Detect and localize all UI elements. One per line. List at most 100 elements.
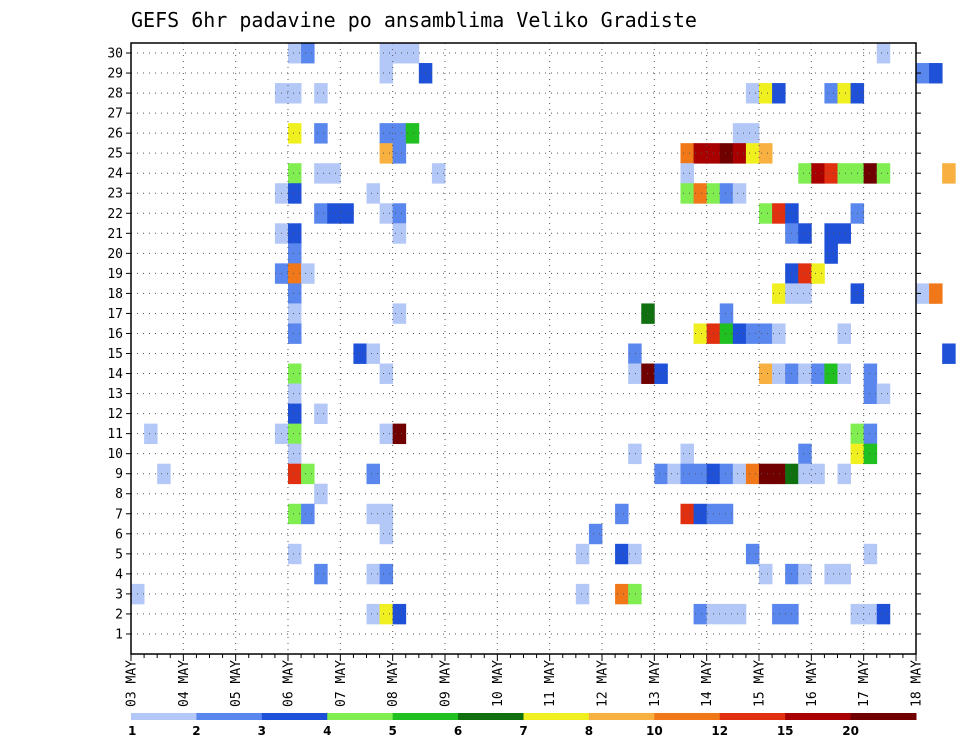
heatmap-cell xyxy=(824,563,838,585)
colorbar-legend: 1 2 3 4 5 6 7 8 10 12 15 20 xyxy=(128,713,917,738)
heatmap-cell xyxy=(693,603,708,625)
heatmap-cell xyxy=(680,183,694,204)
colorbar-segment xyxy=(523,713,590,720)
heatmap-cell xyxy=(301,503,315,525)
heatmap-cell xyxy=(863,363,878,384)
heatmap-cell xyxy=(379,123,394,144)
heatmap-cell xyxy=(392,223,407,244)
heatmap-cell xyxy=(379,143,394,164)
heatmap-cell xyxy=(837,223,851,244)
colorbar-tick-label: 6 xyxy=(454,724,462,738)
heatmap-cell xyxy=(288,123,302,144)
heatmap-cell xyxy=(693,323,708,344)
heatmap-cell xyxy=(301,43,315,64)
heatmap-cell xyxy=(759,143,773,164)
heatmap-cell xyxy=(288,303,302,324)
y-tick-label: 30 xyxy=(107,47,123,62)
colorbar-tick-label: 1 xyxy=(128,724,136,738)
heatmap-cell xyxy=(693,503,708,525)
heatmap-cell xyxy=(392,43,407,64)
x-tick-label: 16 MAY xyxy=(805,660,820,707)
heatmap-cell xyxy=(916,63,930,84)
heatmap-cell xyxy=(327,163,341,184)
grid-lines xyxy=(131,43,916,654)
heatmap-cell xyxy=(732,143,747,164)
x-tick-label: 05 MAY xyxy=(229,660,244,707)
heatmap-cell xyxy=(798,223,812,244)
heatmap-cell xyxy=(759,563,773,585)
y-tick-label: 3 xyxy=(115,587,123,602)
heatmap-cell xyxy=(824,363,838,384)
heatmap-cell xyxy=(863,423,878,445)
heatmap-cell xyxy=(837,463,851,485)
heatmap-cell xyxy=(628,363,642,384)
heatmap-cell xyxy=(366,463,380,485)
heatmap-cell xyxy=(798,283,812,304)
heatmap-cell xyxy=(379,563,394,585)
y-tick-label: 17 xyxy=(107,307,123,322)
heatmap-cell xyxy=(798,463,812,485)
y-tick-label: 9 xyxy=(115,467,123,482)
heatmap-cell xyxy=(366,503,380,525)
heatmap-cell xyxy=(314,163,328,184)
x-tick-label: 06 MAY xyxy=(282,660,297,707)
heatmap-cell xyxy=(301,263,315,284)
heatmap-cell xyxy=(288,323,302,344)
heatmap-cell xyxy=(745,463,760,485)
heatmap-cell xyxy=(314,403,328,425)
heatmap-cell xyxy=(288,223,302,244)
heatmap-cell xyxy=(772,283,786,304)
heatmap-cell xyxy=(876,603,891,625)
heatmap-cell xyxy=(732,323,747,344)
heatmap-cell xyxy=(405,43,420,64)
y-tick-label: 4 xyxy=(115,567,123,582)
heatmap-cell xyxy=(811,163,825,184)
heatmap-cell xyxy=(628,443,642,465)
x-tick-label: 13 MAY xyxy=(648,660,663,707)
heatmap-cell xyxy=(680,463,694,485)
heatmap-cell xyxy=(942,343,956,364)
heatmap-cell xyxy=(314,123,328,144)
heatmap-cell xyxy=(654,463,668,485)
heatmap-cell xyxy=(798,363,812,384)
colorbar-tick-label: 2 xyxy=(192,724,200,738)
y-tick-label: 28 xyxy=(107,87,123,102)
y-tick-label: 19 xyxy=(107,267,123,282)
heatmap-cell xyxy=(837,563,851,585)
colorbar-segment xyxy=(785,713,852,720)
heatmap-cell xyxy=(929,283,943,304)
x-tick-label: 09 MAY xyxy=(439,660,454,707)
heatmap-cell xyxy=(759,83,773,104)
heatmap-cell xyxy=(288,283,302,304)
colorbar-tick-label: 10 xyxy=(646,724,663,738)
x-tick-label: 18 MAY xyxy=(910,660,925,707)
heatmap-cell xyxy=(575,583,590,605)
heatmap-cell xyxy=(837,83,851,104)
heatmap-cell xyxy=(680,503,694,525)
heatmap-cells xyxy=(131,43,956,625)
x-tick-label: 07 MAY xyxy=(334,660,349,707)
heatmap-cell xyxy=(798,563,812,585)
x-axis: 03 MAY 04 MAY 05 MAY 06 MAY 07 MAY 08 MAY 09 M… xyxy=(125,654,925,707)
heatmap-cell xyxy=(772,603,786,625)
colorbar-segment xyxy=(131,713,197,720)
heatmap-cell xyxy=(863,603,878,625)
heatmap-cell xyxy=(732,463,747,485)
heatmap-cell xyxy=(745,323,760,344)
heatmap-cell xyxy=(615,543,629,565)
colorbar-segment xyxy=(392,713,459,720)
y-tick-label: 22 xyxy=(107,207,123,222)
x-tick-label: 10 MAY xyxy=(491,660,506,707)
heatmap-cell xyxy=(745,143,760,164)
heatmap-cell xyxy=(824,223,838,244)
y-tick-label: 10 xyxy=(107,447,123,462)
y-tick-label: 26 xyxy=(107,127,123,142)
heatmap-cell xyxy=(392,303,407,324)
heatmap-cell xyxy=(157,463,171,485)
colorbar-segment xyxy=(588,713,655,720)
heatmap-cell xyxy=(863,163,878,184)
heatmap-cell xyxy=(288,83,302,104)
heatmap-cell xyxy=(288,183,302,204)
heatmap-cell xyxy=(772,203,786,224)
